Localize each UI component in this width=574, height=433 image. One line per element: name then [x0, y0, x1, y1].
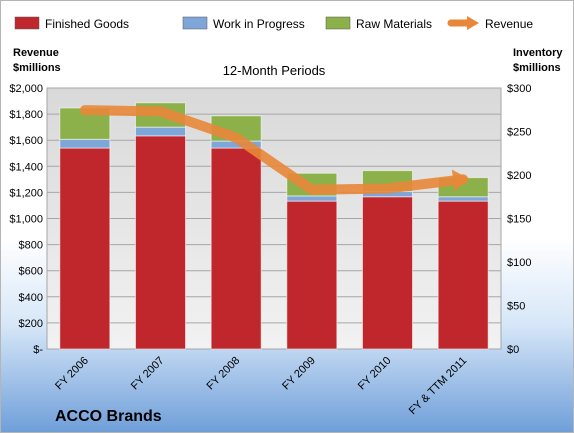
- right-axis-title-line2: $millions: [513, 62, 561, 74]
- right-tick-label: $300: [507, 83, 531, 95]
- right-axis-title-line1: Inventory: [513, 47, 563, 59]
- legend-label: Finished Goods: [45, 17, 129, 31]
- right-tick-label: $100: [507, 257, 531, 269]
- bar-segment: [59, 138, 111, 149]
- left-tick-label: $600: [19, 266, 43, 278]
- bar-segment: [286, 195, 338, 202]
- left-tick-label: $400: [19, 292, 43, 304]
- left-axis-title-line1: Revenue: [13, 47, 59, 59]
- revenue-arrowhead: [451, 169, 470, 192]
- left-tick-label: $1,600: [9, 135, 43, 147]
- chart-subtitle: 12-Month Periods: [223, 63, 326, 78]
- bar-segment: [135, 126, 186, 137]
- right-tick-label: $50: [507, 301, 525, 313]
- right-tick-label: $0: [507, 344, 519, 356]
- bar-segment: [135, 135, 186, 350]
- legend-arrow-head: [467, 16, 479, 30]
- left-tick-label: $-: [33, 344, 43, 356]
- x-tick-label: FY 2008: [205, 355, 243, 393]
- left-tick-label: $200: [19, 318, 43, 330]
- bars: [59, 102, 489, 350]
- revenue-line: [79, 105, 470, 195]
- bar-segment: [210, 147, 262, 350]
- bar-segment: [437, 200, 489, 350]
- left-tick-label: $1,000: [9, 214, 43, 226]
- right-tick-label: $150: [507, 214, 531, 226]
- legend-swatch: [182, 16, 208, 30]
- left-tick-label: $2,000: [9, 83, 43, 95]
- x-tick-label: FY 2009: [280, 355, 318, 393]
- legend-label: Raw Materials: [356, 17, 432, 31]
- bar-segment: [286, 200, 338, 350]
- legend-swatch: [14, 16, 40, 30]
- bar-segment: [59, 147, 111, 350]
- bar-segment: [362, 196, 413, 350]
- chart-title: ACCO Brands: [55, 408, 162, 425]
- right-axis-ticks: $0 $50 $100 $150 $200 $250 $300: [507, 83, 531, 356]
- left-axis-title-line2: $millions: [13, 62, 61, 74]
- x-tick-label: FY 2007: [129, 355, 167, 393]
- x-tick-label: FY 2006: [53, 355, 91, 393]
- revenue-line-path: [79, 105, 469, 195]
- left-tick-label: $1,400: [9, 161, 43, 173]
- left-tick-label: $1,800: [9, 109, 43, 121]
- left-tick-label: $1,200: [9, 187, 43, 199]
- legend: Finished Goods Work in Progress Raw Materi…: [14, 16, 533, 31]
- right-tick-label: $250: [507, 127, 531, 139]
- left-tick-label: $800: [19, 240, 43, 252]
- legend-label: Work in Progress: [213, 17, 305, 31]
- legend-swatch: [325, 16, 351, 30]
- legend-label: Revenue: [485, 17, 533, 31]
- x-tick-label: FY & TTM 2011: [407, 355, 470, 418]
- left-axis-ticks: $- $200 $400 $600 $800 $1,000 $1,200 $1,400 $1,6…: [9, 83, 43, 356]
- bar-segment: [437, 196, 489, 202]
- right-tick-label: $200: [507, 170, 531, 182]
- x-tick-label: FY 2010: [356, 355, 394, 393]
